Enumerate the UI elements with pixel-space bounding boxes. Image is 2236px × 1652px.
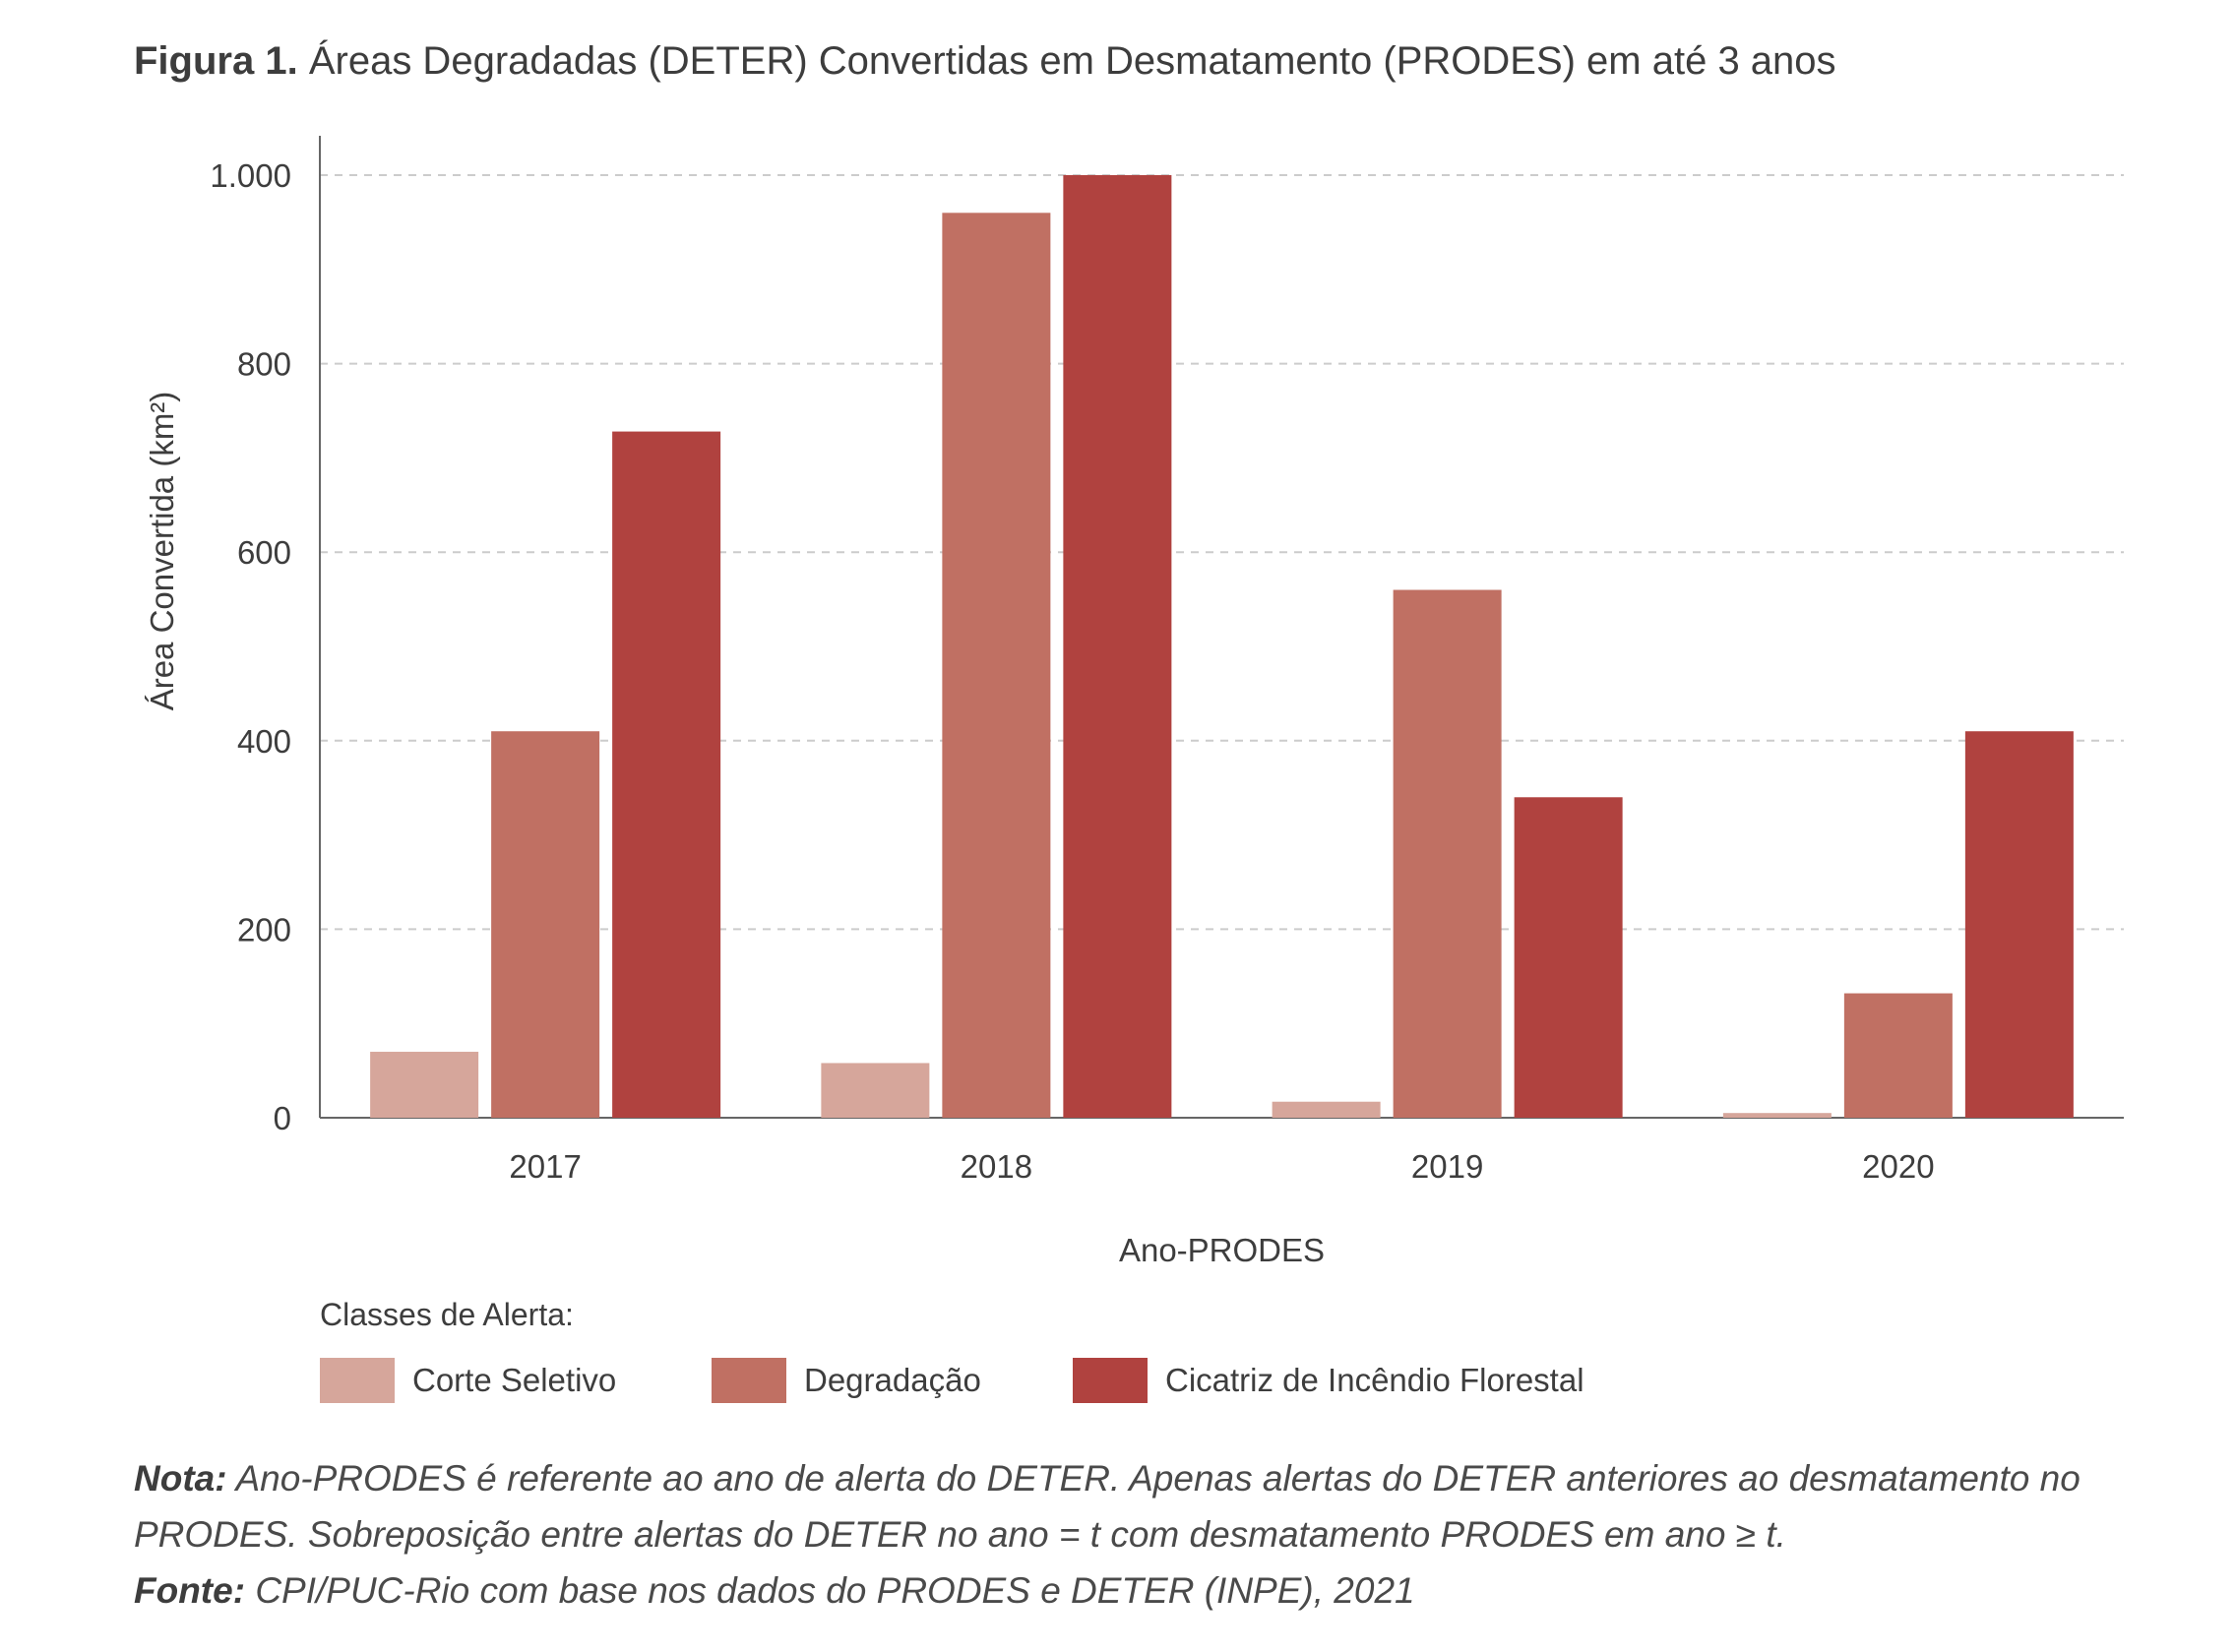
legend-label-cicatriz: Cicatriz de Incêndio Florestal [1165,1362,1584,1398]
x-tick-label: 2019 [1411,1148,1483,1185]
y-tick-label: 600 [237,534,291,571]
bar [1722,1113,1832,1118]
y-tick-label: 200 [237,911,291,948]
bar [942,213,1051,1118]
y-tick-label: 0 [274,1100,291,1136]
bar [1063,175,1172,1118]
legend-title: Classes de Alerta: [320,1297,574,1332]
legend-item-corte-seletivo: Corte Seletivo [320,1358,616,1403]
legend-swatch-cicatriz [1073,1358,1148,1403]
bar [1843,993,1953,1118]
legend-label-degradacao: Degradação [804,1362,981,1398]
legend-swatch-degradacao [712,1358,786,1403]
y-tick-label: 800 [237,346,291,383]
bar [491,731,600,1118]
bar-chart: 0 200 400 600 800 1.000 2017 2018 2019 2020 Ano-PR… [144,136,2124,1268]
y-axis-title: Área Convertida (km²) [144,392,180,711]
figure-title-text: Áreas Degradadas (DETER) Convertidas em … [308,39,1836,83]
source-text: CPI/PUC-Rio com base nos dados do PRODES… [255,1570,1415,1611]
bar [821,1063,930,1118]
legend-swatch-corte-seletivo [320,1358,395,1403]
legend-item-degradacao: Degradação [712,1358,981,1403]
legend-label-corte-seletivo: Corte Seletivo [412,1362,617,1398]
bar [1514,797,1623,1118]
x-tick-label: 2020 [1862,1148,1934,1185]
figure-title-prefix: Figura 1. [134,39,298,83]
y-tick-label: 1.000 [210,157,291,194]
x-tick-label: 2017 [509,1148,581,1185]
source-label: Fonte: [134,1570,246,1611]
bar [1964,731,2074,1118]
note-label: Nota: [134,1458,227,1499]
bar [370,1051,479,1118]
legend-item-cicatriz: Cicatriz de Incêndio Florestal [1073,1358,1584,1403]
bar [612,431,721,1118]
x-axis-title: Ano-PRODES [1119,1232,1325,1268]
note-text: Ano-PRODES é referente ao ano de alerta … [134,1458,2081,1555]
x-tick-label: 2018 [961,1148,1032,1185]
bar [1272,1101,1381,1118]
bar [1393,589,1502,1118]
y-tick-label: 400 [237,723,291,760]
source-paragraph: Fonte: CPI/PUC-Rio com base nos dados do… [134,1562,2142,1619]
note-paragraph: Nota: Ano-PRODES é referente ao ano de a… [134,1450,2142,1562]
figure-title: Figura 1. Áreas Degradadas (DETER) Conve… [134,39,1836,84]
figure-notes: Nota: Ano-PRODES é referente ao ano de a… [134,1450,2142,1619]
